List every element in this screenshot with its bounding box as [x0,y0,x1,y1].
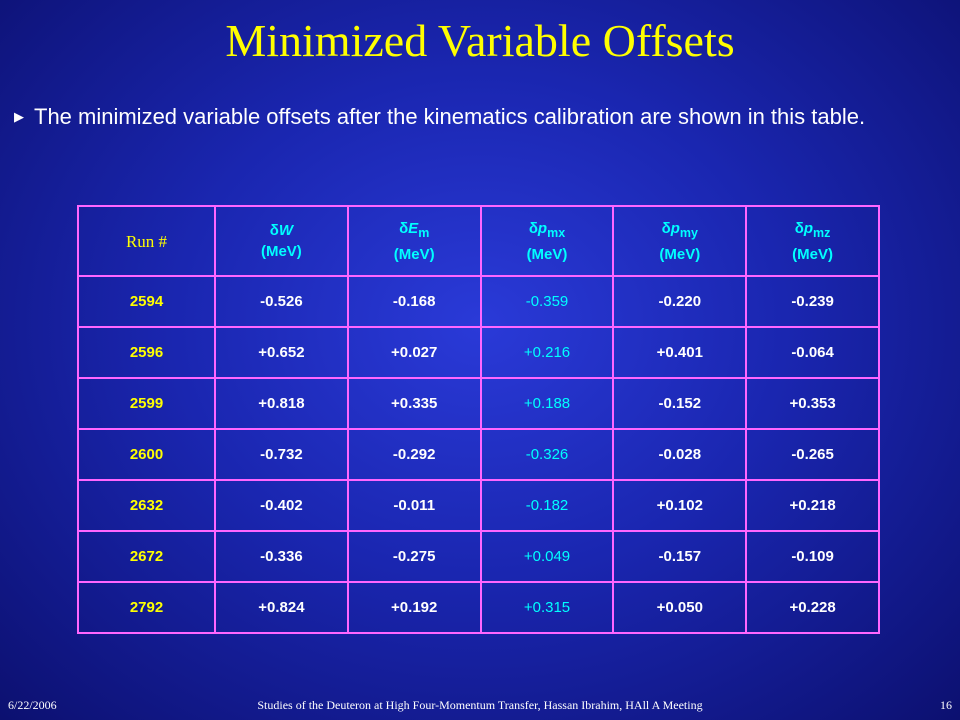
page-number: 16 [940,698,952,712]
header-em-sym: δ [399,219,409,237]
cell-pmz: +0.218 [745,479,880,532]
cell-run: 2792 [77,581,216,634]
cell-w: -0.732 [214,428,349,481]
header-pmz-sym: δ [794,219,804,237]
cell-pmx: -0.326 [479,428,615,481]
table-row: 2600 -0.732 -0.292 -0.326 -0.028 -0.265 [77,428,880,481]
header-w-unit: (MeV) [260,243,302,260]
cell-em: +0.335 [346,377,482,430]
cell-pmy: -0.157 [612,530,748,583]
cell-run: 2632 [77,479,216,532]
header-run: Run # [77,205,216,277]
table-row: 2672 -0.336 -0.275 +0.049 -0.157 -0.109 [77,530,880,583]
cell-run: 2599 [77,377,216,430]
cell-pmz: -0.109 [745,530,880,583]
cell-pmx: -0.359 [479,275,615,328]
header-w: δW (MeV) [214,205,349,277]
cell-pmy: -0.220 [612,275,748,328]
cell-run: 2672 [77,530,216,583]
header-pmy-var: p [670,219,680,237]
cell-w: +0.824 [214,581,349,634]
header-em: δEm (MeV) [346,205,482,277]
cell-pmy: +0.050 [612,581,748,634]
cell-em: -0.292 [346,428,482,481]
cell-pmx: -0.182 [479,479,615,532]
cell-pmz: -0.239 [745,275,880,328]
cell-w: -0.526 [214,275,349,328]
table-row: 2596 +0.652 +0.027 +0.216 +0.401 -0.064 [77,326,880,379]
cell-run: 2594 [77,275,216,328]
header-pmz-sub: mz [813,225,831,240]
cell-pmy: +0.102 [612,479,748,532]
table-row: 2632 -0.402 -0.011 -0.182 +0.102 +0.218 [77,479,880,532]
cell-run: 2600 [77,428,216,481]
header-pmx-sub: mx [547,225,566,240]
header-pmz-var: p [803,219,814,237]
header-pmx-var: p [537,219,548,237]
cell-run: 2596 [77,326,216,379]
cell-em: -0.275 [346,530,482,583]
cell-pmx: +0.049 [479,530,615,583]
cell-pmz: -0.064 [745,326,880,379]
cell-pmy: -0.028 [612,428,748,481]
header-em-unit: (MeV) [393,245,435,263]
cell-pmy: +0.401 [612,326,748,379]
header-pmy: δpmy (MeV) [612,205,748,277]
cell-em: -0.011 [346,479,482,532]
cell-pmy: -0.152 [612,377,748,430]
cell-em: -0.168 [346,275,482,328]
slide-title: Minimized Variable Offsets [225,15,735,66]
header-pmy-sym: δ [661,219,671,237]
header-em-sub: m [418,225,430,240]
cell-pmz: +0.353 [745,377,880,430]
cell-pmz: -0.265 [745,428,880,481]
header-w-sym: δ [269,222,279,239]
header-pmx: δpmx (MeV) [479,205,615,277]
cell-pmz: +0.228 [745,581,880,634]
cell-em: +0.192 [346,581,482,634]
cell-em: +0.027 [346,326,482,379]
header-w-var: W [278,222,294,239]
header-pmz-unit: (MeV) [792,245,834,263]
table-header-row: Run # δW (MeV) δEm (MeV) δpmx (MeV) δpmy… [77,205,880,277]
header-pmx-unit: (MeV) [526,245,568,263]
header-pmx-sym: δ [528,219,538,237]
footer-title: Studies of the Deuteron at High Four-Mom… [257,698,703,712]
cell-pmx: +0.315 [479,581,615,634]
offsets-table: Run # δW (MeV) δEm (MeV) δpmx (MeV) δpmy… [77,205,880,634]
bullet-text: The minimized variable offsets after the… [34,104,866,129]
header-pmz: δpmz (MeV) [745,205,880,277]
cell-pmx: +0.188 [479,377,615,430]
cell-w: -0.336 [214,530,349,583]
cell-pmx: +0.216 [479,326,615,379]
table-row: 2599 +0.818 +0.335 +0.188 -0.152 +0.353 [77,377,880,430]
header-pmy-unit: (MeV) [659,245,701,263]
cell-w: +0.818 [214,377,349,430]
triangle-right-icon: ▶ [14,109,24,124]
cell-w: +0.652 [214,326,349,379]
cell-w: -0.402 [214,479,349,532]
footer-date: 6/22/2006 [8,698,57,712]
table-row: 2594 -0.526 -0.168 -0.359 -0.220 -0.239 [77,275,880,328]
table-row: 2792 +0.824 +0.192 +0.315 +0.050 +0.228 [77,581,880,634]
header-pmy-sub: my [679,225,698,240]
header-em-var: E [408,219,419,237]
bullet-item: ▶ The minimized variable offsets after t… [14,104,934,129]
